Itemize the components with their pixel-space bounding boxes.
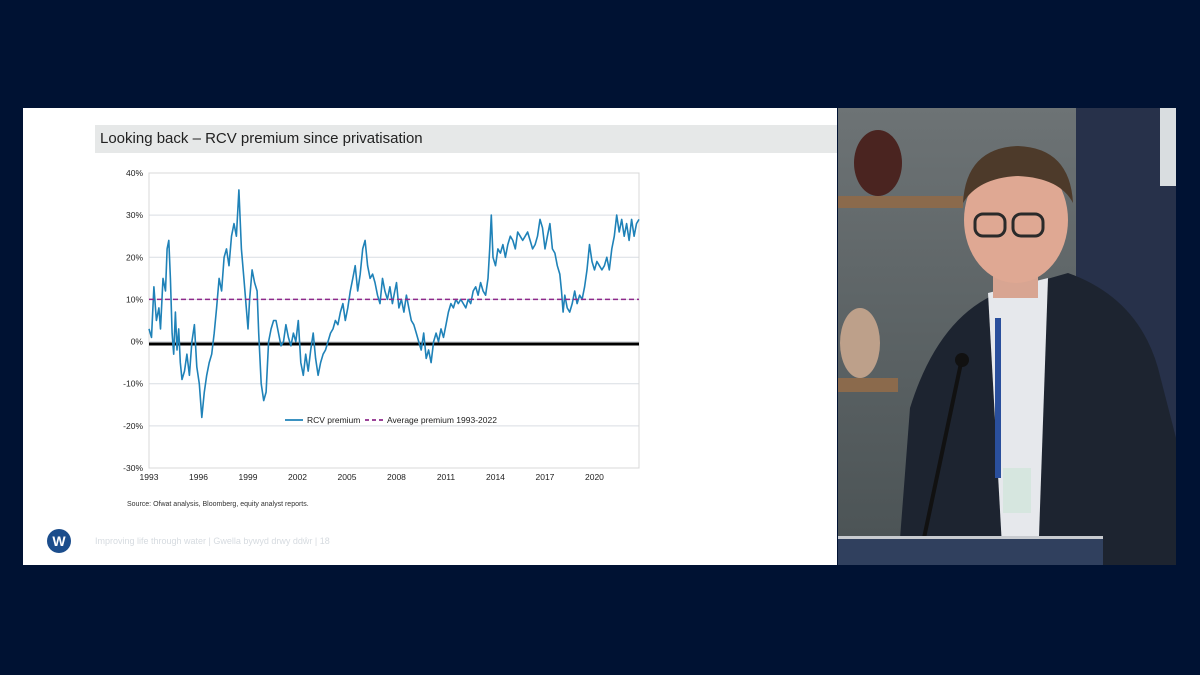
lectern-edge <box>838 536 1103 539</box>
legend-label: Average premium 1993-2022 <box>387 415 497 425</box>
line-chart: 40% 30% 20% 10% 0% -10% -20% -30% 1993 1996 1999 2… <box>123 168 640 482</box>
speaker-hair <box>963 146 1073 203</box>
y-tick-label: 40% <box>126 168 143 178</box>
x-tick-label: 2008 <box>387 472 406 482</box>
y-tick-label: -10% <box>123 379 143 389</box>
y-tick-label: 10% <box>126 294 143 304</box>
speaker-face <box>964 157 1068 283</box>
slide-title-band: Looking back – RCV premium since privati… <box>95 125 837 153</box>
x-tick-label: 1993 <box>140 472 159 482</box>
speaker-video-feed <box>838 108 1176 565</box>
plot-area-border <box>148 172 640 469</box>
x-tick-label: 2017 <box>535 472 554 482</box>
slide-footer: Improving life through water | Gwella by… <box>95 536 330 546</box>
source-note: Source: Ofwat analysis, Bloomberg, equit… <box>127 501 309 508</box>
x-tick-label: 2020 <box>585 472 604 482</box>
vase <box>854 130 902 196</box>
slide-title: Looking back – RCV premium since privati… <box>100 130 423 147</box>
x-axis-ticks: 1993 1996 1999 2002 2005 2008 2011 2014 2017 2020 <box>140 472 605 482</box>
presentation-slide: Looking back – RCV premium since privati… <box>23 108 837 565</box>
x-tick-label: 1996 <box>189 472 208 482</box>
glasses-right <box>1011 212 1045 238</box>
chart-series <box>148 189 640 419</box>
y-tick-label: 0% <box>131 337 144 347</box>
legend-label: RCV premium <box>307 415 360 425</box>
lanyard <box>995 318 1001 478</box>
microphone-stem <box>922 362 963 539</box>
lanyard-badge <box>1003 468 1031 513</box>
x-tick-label: 2005 <box>338 472 357 482</box>
white-board <box>1160 108 1176 186</box>
rcv-premium-line <box>148 189 640 419</box>
y-tick-label: -20% <box>123 421 143 431</box>
speaker-video-image <box>838 108 1176 565</box>
company-logo: W <box>47 529 71 553</box>
lower-shelf <box>838 378 898 392</box>
x-tick-label: 2011 <box>437 472 456 482</box>
x-tick-label: 1999 <box>239 472 258 482</box>
x-tick-label: 2014 <box>486 472 505 482</box>
y-tick-label: 20% <box>126 252 143 262</box>
y-axis-ticks: 40% 30% 20% 10% 0% -10% -20% -30% <box>123 168 143 473</box>
sculpture <box>840 308 880 378</box>
chart-legend: RCV premium Average premium 1993-2022 <box>285 415 497 425</box>
top-shelf <box>838 196 963 208</box>
microphone-head <box>955 353 969 367</box>
x-tick-label: 2002 <box>288 472 307 482</box>
lectern-top <box>838 536 1103 565</box>
glasses-left <box>973 212 1007 238</box>
y-tick-label: 30% <box>126 210 143 220</box>
y-tick-label: -30% <box>123 463 143 473</box>
